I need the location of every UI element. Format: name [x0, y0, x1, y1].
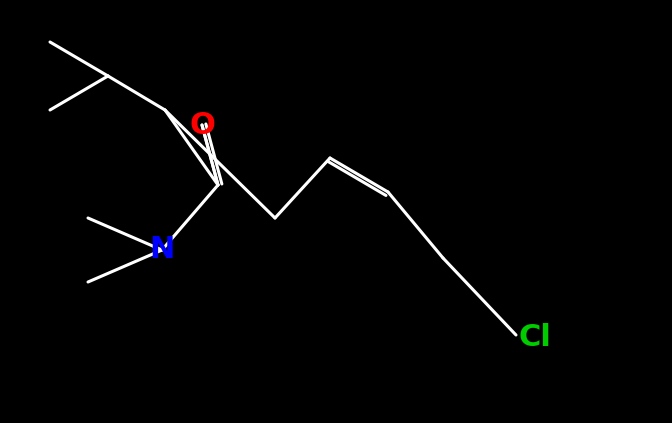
Text: O: O — [189, 110, 215, 140]
Text: Cl: Cl — [519, 324, 552, 352]
Text: N: N — [149, 236, 175, 264]
